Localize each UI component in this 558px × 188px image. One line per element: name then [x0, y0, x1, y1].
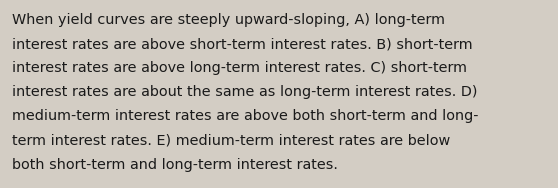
Text: interest rates are about the same as long-term interest rates. D): interest rates are about the same as lon… — [12, 85, 478, 99]
Text: When yield curves are steeply upward-sloping, A) long-term: When yield curves are steeply upward-slo… — [12, 13, 445, 27]
Text: medium-term interest rates are above both short-term and long-: medium-term interest rates are above bot… — [12, 109, 479, 123]
Text: interest rates are above long-term interest rates. C) short-term: interest rates are above long-term inter… — [12, 61, 467, 75]
Text: interest rates are above short-term interest rates. B) short-term: interest rates are above short-term inte… — [12, 37, 473, 51]
Text: both short-term and long-term interest rates.: both short-term and long-term interest r… — [12, 158, 338, 171]
Text: term interest rates. E) medium-term interest rates are below: term interest rates. E) medium-term inte… — [12, 133, 450, 147]
